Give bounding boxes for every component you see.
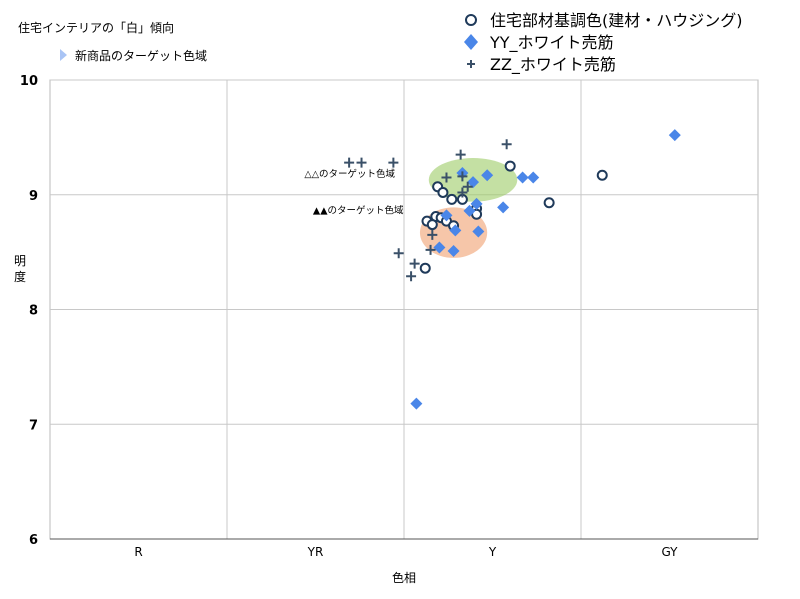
data-point-cross bbox=[393, 248, 404, 259]
y-tick-label: 8 bbox=[29, 304, 38, 319]
x-tick-label: GY bbox=[661, 545, 678, 559]
data-point-circle bbox=[437, 186, 449, 198]
data-point-diamond bbox=[463, 204, 476, 217]
data-point-cross bbox=[344, 157, 355, 168]
target-region-label: ▲▲のターゲット色域 bbox=[313, 205, 404, 217]
y-tick-label: 9 bbox=[29, 189, 38, 204]
legend-label-2: ZZ_ホワイト売筋 bbox=[490, 55, 616, 75]
data-point-diamond bbox=[668, 129, 681, 142]
y-axis-label-char: 度 bbox=[14, 269, 26, 284]
data-point-diamond bbox=[472, 225, 485, 238]
x-tick-label: Y bbox=[488, 545, 497, 559]
target-region-legend-icon bbox=[60, 49, 67, 61]
data-point-diamond bbox=[470, 197, 483, 210]
data-point-cross bbox=[406, 271, 417, 282]
data-point-circle bbox=[419, 262, 431, 274]
legend: 住宅部材基調色(建材・ハウジング) YY_ホワイト売筋 ZZ_ホワイト売筋 bbox=[464, 11, 743, 75]
data-point-diamond bbox=[527, 171, 540, 184]
target-region-legend-label: 新商品のターゲット色域 bbox=[75, 48, 207, 63]
data-point-diamond bbox=[497, 201, 510, 214]
legend-cross-icon bbox=[467, 60, 475, 68]
data-point-diamond bbox=[516, 171, 529, 184]
y-axis-label: 明度 bbox=[14, 254, 26, 284]
data-point-circle bbox=[543, 197, 555, 209]
data-point-cross bbox=[409, 258, 420, 269]
x-tick-label: YR bbox=[307, 545, 324, 559]
y-tick-label: 6 bbox=[29, 533, 38, 548]
legend-label-0: 住宅部材基調色(建材・ハウジング) bbox=[490, 11, 743, 30]
data-point-cross bbox=[427, 229, 438, 240]
data-point-circle bbox=[596, 169, 608, 181]
data-point-diamond bbox=[447, 244, 460, 257]
legend-circle-icon bbox=[465, 14, 477, 26]
data-point-diamond bbox=[440, 209, 453, 222]
data-point-diamond bbox=[433, 241, 446, 254]
data-point-cross bbox=[425, 244, 436, 255]
legend-label-1: YY_ホワイト売筋 bbox=[489, 33, 614, 53]
data-point-diamond bbox=[467, 176, 480, 189]
y-tick-label: 7 bbox=[29, 418, 38, 433]
data-point-cross bbox=[457, 171, 468, 182]
x-tick-label: R bbox=[134, 545, 142, 559]
data-point-cross bbox=[388, 157, 399, 168]
y-tick-label: 10 bbox=[20, 74, 38, 89]
chart-title: 住宅インテリアの「白」傾向 bbox=[18, 20, 174, 35]
data-point-cross bbox=[356, 157, 367, 168]
data-point-cross bbox=[441, 172, 452, 183]
y-axis-label-char: 明 bbox=[14, 254, 26, 268]
data-point-cross bbox=[462, 181, 473, 192]
target-region-label: △△のターゲット色域 bbox=[304, 168, 395, 180]
data-point-cross bbox=[501, 139, 512, 150]
data-point-diamond bbox=[449, 224, 462, 237]
x-axis-label: 色相 bbox=[392, 571, 416, 585]
data-point-circle bbox=[446, 193, 458, 205]
data-point-cross bbox=[455, 149, 466, 160]
data-point-cross bbox=[457, 187, 468, 198]
legend-diamond-icon bbox=[464, 34, 478, 50]
data-point-diamond bbox=[481, 169, 494, 182]
data-point-circle bbox=[426, 219, 438, 231]
data-point-diamond bbox=[410, 397, 423, 410]
data-point-circle bbox=[504, 160, 516, 172]
